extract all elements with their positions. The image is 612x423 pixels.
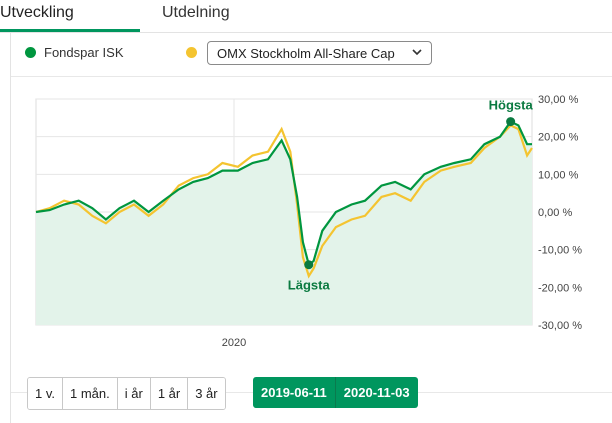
range-1-month-button[interactable]: 1 mån. — [63, 378, 118, 409]
low-point-marker — [304, 260, 314, 270]
date-to-button[interactable]: 2020-11-03 — [343, 385, 410, 400]
high-label: Högsta — [489, 98, 534, 113]
range-3-year-button[interactable]: 3 år — [188, 378, 225, 409]
y-tick-label: 20,00 % — [538, 132, 579, 144]
y-tick-label: 0,00 % — [538, 207, 572, 219]
fund-legend-dot — [25, 47, 36, 58]
tab-utdelning[interactable]: Utdelning — [162, 4, 230, 21]
x-tick-2020: 2020 — [222, 337, 246, 349]
fund-line — [35, 120, 532, 267]
chevron-down-icon — [412, 49, 422, 56]
date-from-button[interactable]: 2019-06-11 — [253, 377, 336, 408]
index-select-value: OMX Stockholm All-Share Cap — [217, 46, 395, 61]
chart-area: 30,00 % 20,00 % 10,00 % 0,00 % -10,00 % -20,0… — [11, 77, 612, 393]
fund-legend-label: Fondspar ISK — [44, 45, 124, 60]
tab-bar: Utveckling Utdelning — [0, 0, 612, 33]
y-tick-label: 30,00 % — [538, 94, 579, 106]
performance-panel: Fondspar ISK OMX Stockholm All-Share Cap… — [10, 32, 612, 423]
y-tick-label: -30,00 % — [538, 320, 582, 332]
high-point-marker — [506, 117, 516, 127]
active-tab-indicator — [0, 29, 140, 32]
fund-area — [36, 121, 532, 325]
range-1-year-button[interactable]: 1 år — [150, 378, 189, 409]
index-line — [35, 124, 533, 279]
y-tick-label: -20,00 % — [538, 282, 582, 294]
range-1-week-button[interactable]: 1 v. — [28, 378, 63, 409]
range-ytd-button[interactable]: i år — [117, 378, 151, 409]
tab-utveckling[interactable]: Utveckling — [0, 4, 74, 21]
y-tick-label: -10,00 % — [538, 245, 582, 257]
index-select[interactable]: OMX Stockholm All-Share Cap — [207, 41, 432, 65]
performance-chart: 30,00 % 20,00 % 10,00 % 0,00 % -10,00 % -20,0… — [35, 94, 582, 349]
low-label: Lägsta — [288, 278, 331, 293]
y-tick-label: 10,00 % — [538, 169, 579, 181]
range-button-group: 1 v. 1 mån. i år 1 år 3 år — [27, 377, 226, 410]
index-legend-dot — [186, 47, 197, 58]
date-range-group: 2019-06-11 2020-11-03 — [253, 377, 418, 408]
legend-row: Fondspar ISK OMX Stockholm All-Share Cap — [11, 32, 612, 77]
